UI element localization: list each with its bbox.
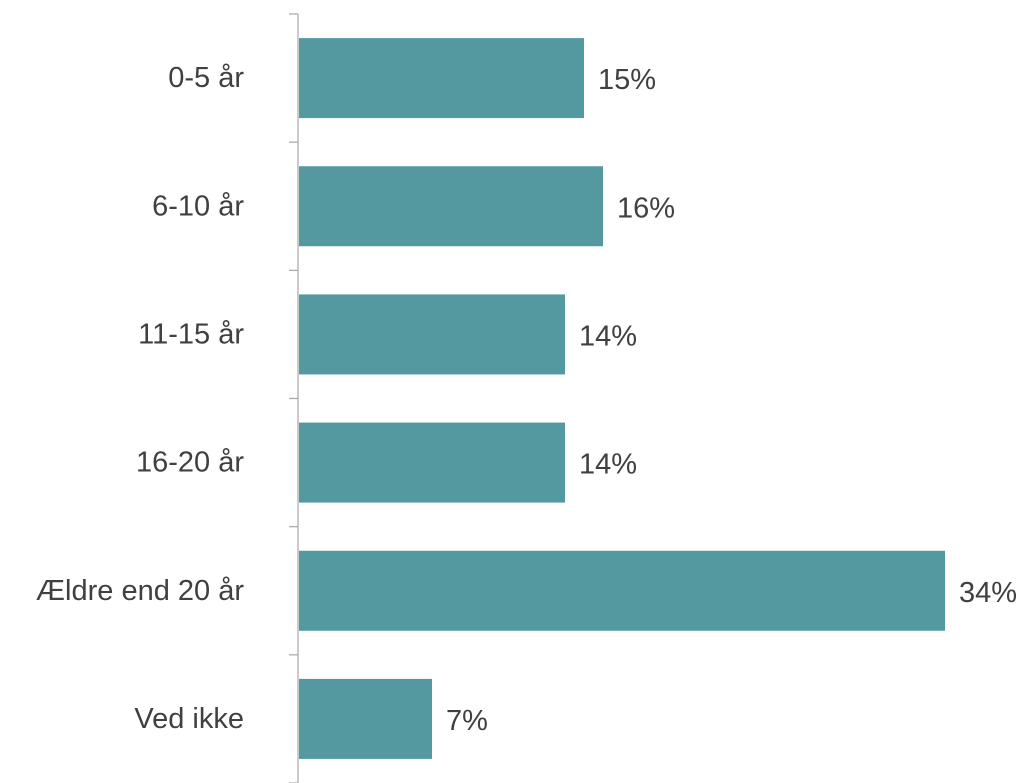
bar (299, 166, 603, 247)
value-labels: 15% 16% 14% 14% 34% 7% (446, 64, 1017, 737)
category-label: 11-15 år (138, 318, 244, 350)
value-label: 7% (446, 705, 488, 737)
value-label: 16% (617, 192, 675, 224)
value-label: 34% (959, 577, 1017, 609)
category-label: 16-20 år (136, 447, 244, 479)
category-axis (289, 13, 299, 783)
category-label: 6-10 år (152, 190, 244, 222)
bar (299, 678, 432, 759)
category-label: Ved ikke (134, 703, 244, 735)
bars (299, 38, 945, 759)
bar (299, 550, 945, 631)
bar (299, 38, 584, 119)
category-labels: 0-5 år 6-10 år 11-15 år 16-20 år Ældre end 2… (36, 62, 244, 735)
bar (299, 422, 565, 503)
value-label: 15% (598, 64, 656, 96)
category-label: 0-5 år (168, 62, 244, 94)
value-label: 14% (579, 320, 637, 352)
bar (299, 294, 565, 375)
category-label: Ældre end 20 år (36, 575, 244, 607)
value-label: 14% (579, 449, 637, 481)
